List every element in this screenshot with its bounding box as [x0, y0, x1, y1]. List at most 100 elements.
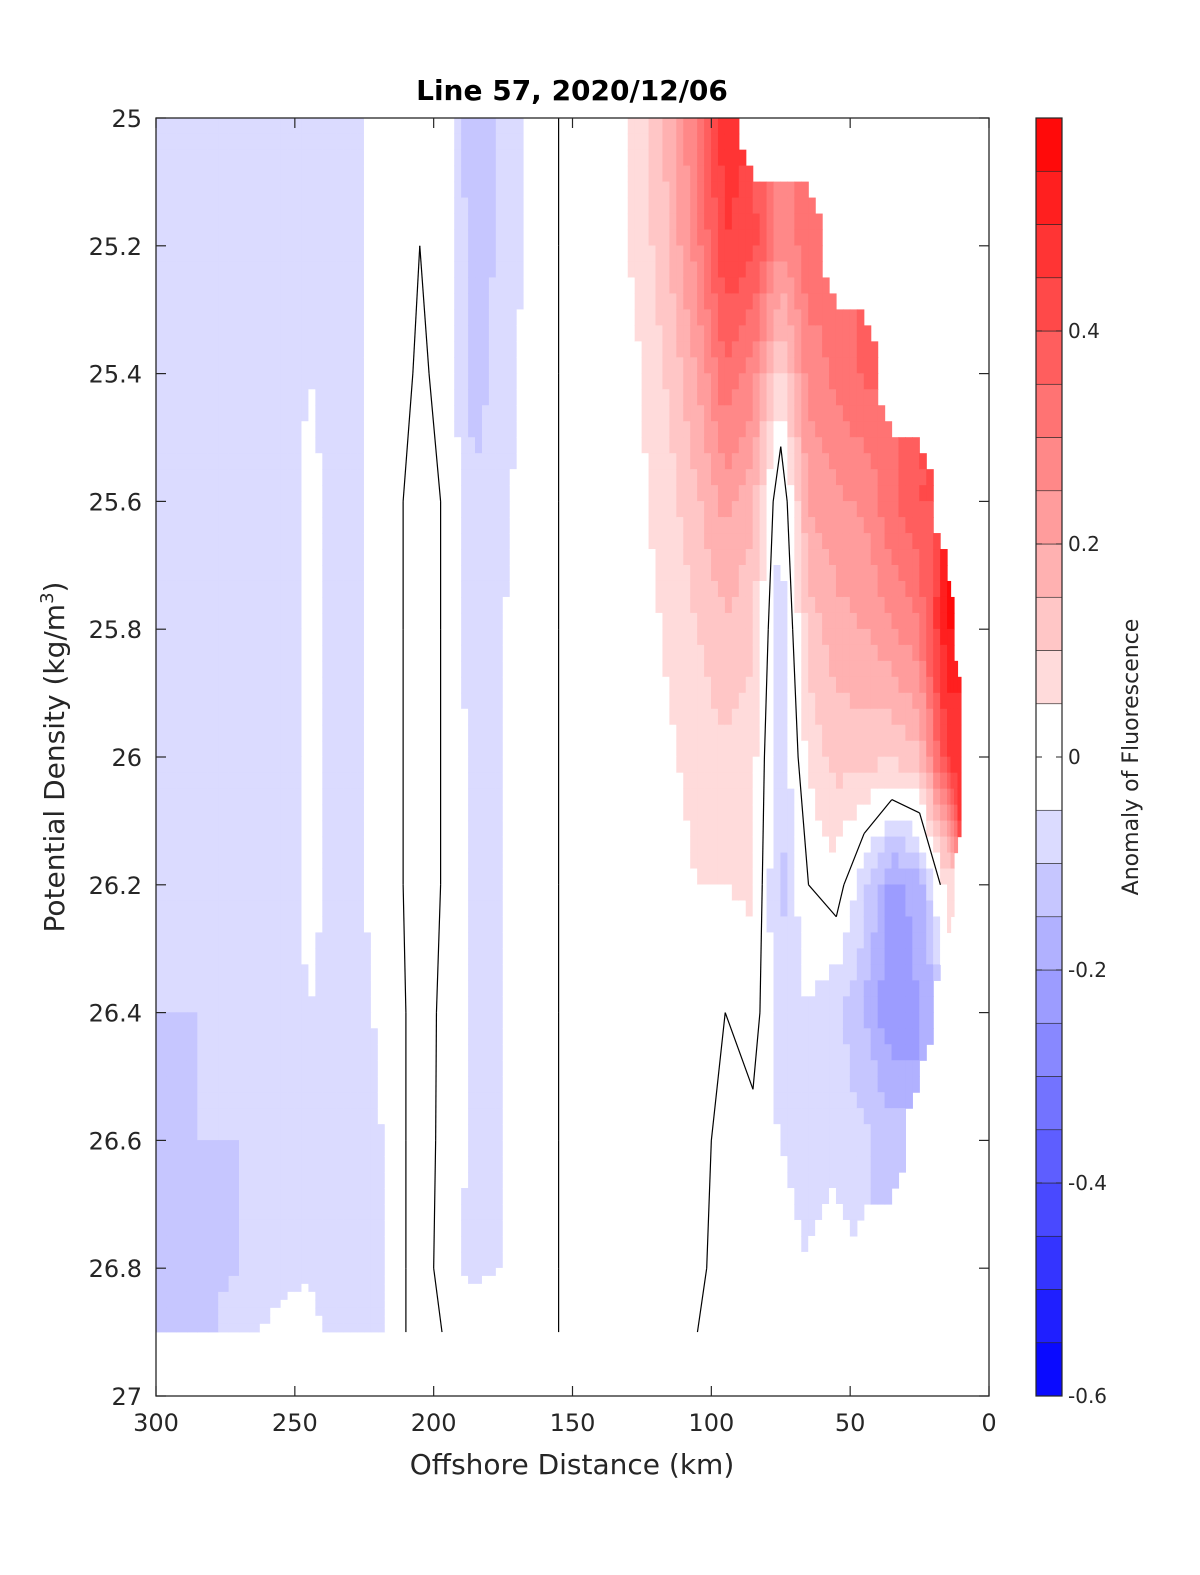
- contour-cell: [377, 565, 386, 582]
- contour-cell: [155, 788, 167, 806]
- contour-cell: [551, 820, 559, 838]
- contour-cell: [336, 1307, 344, 1317]
- contour-cell: [155, 437, 167, 454]
- contour-cell: [363, 900, 372, 918]
- contour-cell: [155, 932, 167, 949]
- contour-cell: [502, 916, 511, 934]
- contour-cell: [336, 1172, 344, 1189]
- contour-cell: [440, 788, 448, 806]
- contour-cell: [315, 836, 323, 854]
- contour-cell: [384, 373, 393, 390]
- contour-cell: [433, 836, 441, 854]
- contour-cell: [627, 389, 636, 406]
- contour-cell: [377, 1291, 386, 1301]
- contour-cell: [488, 708, 497, 726]
- contour-cell: [176, 277, 188, 295]
- contour-cell: [447, 565, 455, 582]
- contour-cell: [606, 980, 615, 997]
- contour-cell: [287, 453, 296, 470]
- contour-cell: [377, 740, 386, 758]
- contour-cell: [599, 724, 608, 742]
- contour-cell: [454, 708, 462, 726]
- contour-cell: [239, 1156, 251, 1173]
- contour-cell: [426, 1172, 434, 1189]
- contour-cell: [468, 117, 476, 135]
- contour-cell: [405, 660, 414, 678]
- contour-cell: [280, 453, 289, 470]
- contour-cell: [579, 213, 587, 231]
- contour-cell: [259, 580, 271, 598]
- contour-cell: [405, 788, 414, 806]
- contour-cell: [259, 1307, 271, 1317]
- contour-cell: [270, 565, 282, 582]
- contour-cell: [530, 245, 539, 263]
- contour-cell: [495, 1044, 504, 1061]
- contour-cell: [544, 1060, 552, 1077]
- contour-cell: [447, 213, 455, 231]
- contour-cell: [558, 868, 566, 886]
- contour-cell: [398, 1291, 407, 1301]
- contour-cell: [586, 1307, 594, 1317]
- contour-cell: [579, 692, 587, 710]
- contour-cell: [228, 453, 240, 470]
- contour-cell: [287, 277, 296, 295]
- contour-cell: [572, 1235, 580, 1253]
- contour-cell: [433, 948, 441, 965]
- contour-cell: [176, 1140, 188, 1157]
- contour-cell: [377, 437, 386, 454]
- contour-cell: [186, 980, 198, 997]
- contour-cell: [620, 373, 629, 390]
- contour-cell: [586, 804, 594, 822]
- contour-cell: [197, 1140, 209, 1157]
- contour-cell: [461, 1092, 469, 1109]
- contour-cell: [287, 836, 296, 854]
- contour-cell: [599, 1188, 608, 1205]
- contour-cell: [155, 1124, 167, 1141]
- contour-cell: [249, 181, 261, 199]
- contour-cell: [228, 341, 240, 358]
- contour-cell: [586, 453, 594, 470]
- contour-cell: [475, 341, 483, 358]
- contour-cell: [336, 1044, 344, 1061]
- contour-cell: [377, 277, 386, 295]
- contour-cell: [218, 1219, 230, 1237]
- contour-cell: [572, 1315, 580, 1325]
- contour-cell: [558, 580, 566, 598]
- contour-cell: [544, 309, 552, 326]
- contour-cell: [551, 549, 559, 566]
- contour-cell: [259, 660, 271, 678]
- contour-cell: [620, 245, 629, 263]
- contour-cell: [377, 293, 386, 310]
- contour-cell: [634, 565, 643, 582]
- contour-cell: [502, 277, 511, 295]
- contour-cell: [544, 756, 552, 774]
- contour-cell: [440, 1172, 448, 1189]
- contour-cell: [315, 165, 323, 183]
- contour-cell: [523, 293, 532, 310]
- contour-cell: [502, 213, 511, 231]
- contour-cell: [197, 229, 209, 247]
- contour-cell: [565, 181, 573, 199]
- contour-cell: [461, 1291, 469, 1301]
- contour-cell: [186, 996, 198, 1013]
- contour-cell: [357, 1307, 365, 1317]
- contour-cell: [468, 245, 476, 263]
- contour-cell: [384, 229, 393, 247]
- contour-cell: [558, 772, 566, 790]
- contour-cell: [384, 389, 393, 406]
- contour-cell: [377, 756, 386, 774]
- contour-cell: [475, 1140, 483, 1157]
- contour-cell: [502, 565, 511, 582]
- contour-cell: [270, 996, 282, 1013]
- contour-cell: [322, 1299, 330, 1309]
- contour-cell: [412, 612, 421, 630]
- contour-cell: [155, 357, 167, 374]
- contour-cell: [350, 980, 358, 997]
- contour-cell: [593, 1044, 601, 1061]
- contour-cell: [572, 213, 580, 231]
- contour-cell: [468, 996, 476, 1013]
- contour-cell: [433, 309, 441, 326]
- contour-cell: [627, 596, 636, 614]
- contour-cell: [329, 1204, 337, 1221]
- contour-cell: [370, 804, 379, 822]
